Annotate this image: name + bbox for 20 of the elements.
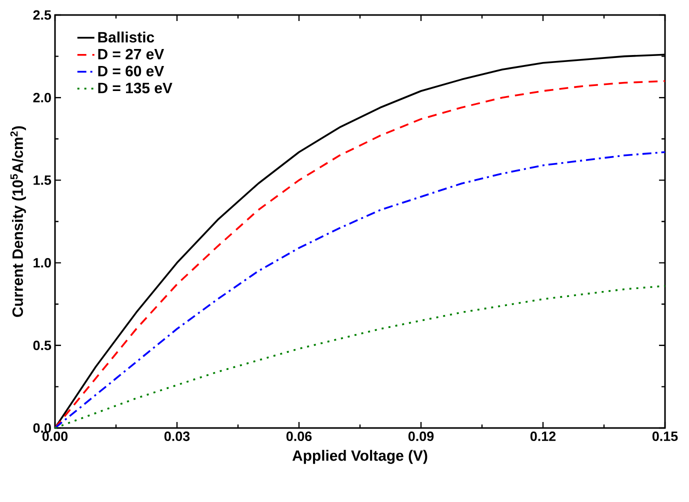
y-tick-label: 1.5 [34,176,52,185]
y-axis-title: Current Density (10$^{5}$A/cm$^{2}$) [10,126,26,317]
x-tick-label: 0.09 [408,432,434,442]
x-tick-label: 0.06 [286,432,312,442]
y-tick-label: 2.5 [33,10,52,20]
y-tick-label: 2.0 [33,92,51,102]
line-series [54,151,666,429]
x-tick-label: 0.00 [42,432,68,442]
y-tick-label: 0.0 [33,423,51,433]
line-series [54,285,666,429]
x-tick-label: 0.12 [530,432,556,442]
legend-label: D = 27 eV [98,48,164,60]
y-tick-label: 1.0 [34,258,51,268]
y-tick-label: 0.5 [33,340,52,350]
x-axis-title: Applied Voltage (V) [292,450,428,464]
legend-label: D = 135 eV [98,82,172,94]
legend-label: Ballistic [98,32,154,43]
legend-label: D = 60 eV [98,66,164,76]
x-tick-label: 0.15 [652,432,678,442]
x-tick-label: 0.03 [164,432,190,442]
